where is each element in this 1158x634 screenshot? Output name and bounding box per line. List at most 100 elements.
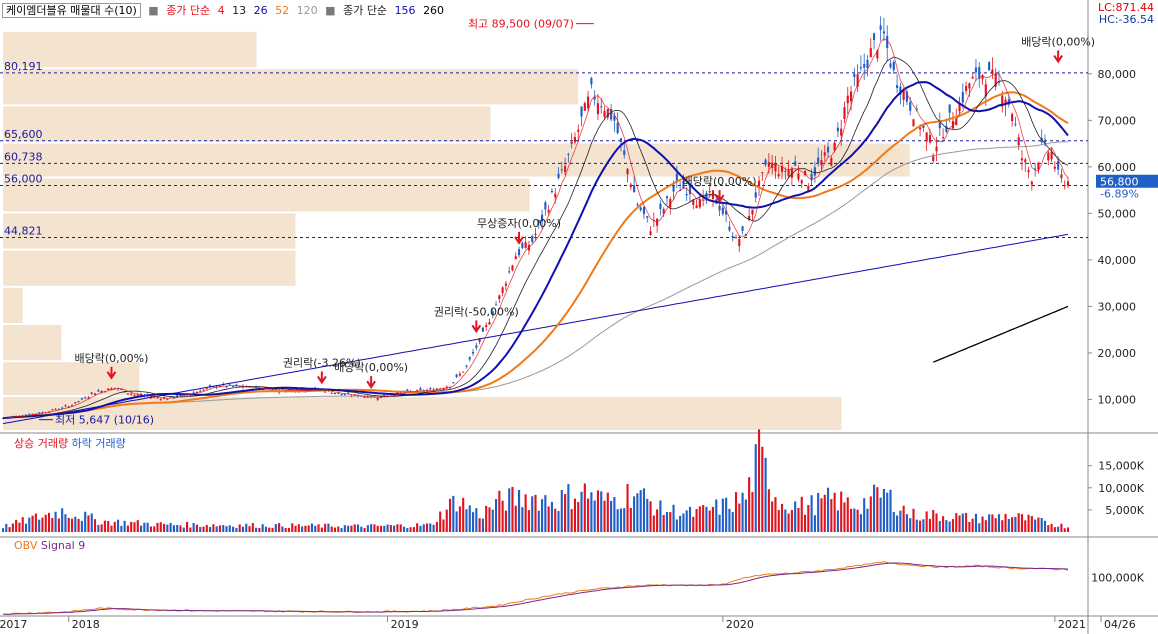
candle-body — [435, 388, 438, 390]
volume-bar — [425, 523, 429, 532]
candle-body — [928, 134, 932, 143]
candle-body — [994, 73, 997, 87]
candle-body — [587, 96, 590, 109]
volume-bar — [593, 500, 596, 532]
candle-body — [738, 239, 741, 247]
candle-body — [761, 172, 764, 174]
volume-bar — [633, 496, 636, 532]
volume-bar — [215, 526, 218, 532]
candle-body — [159, 398, 162, 400]
obv-y-tick-label: 100,000K — [1091, 572, 1144, 585]
y-tick-label: 70,000 — [1098, 114, 1137, 127]
candle-body — [866, 59, 869, 68]
candle-body — [938, 122, 941, 129]
volume-bar — [113, 521, 116, 532]
candle-body — [922, 124, 925, 128]
volume-bar — [527, 510, 530, 532]
volume-bar — [301, 526, 304, 532]
candle-body — [481, 327, 484, 332]
y-tick-label: 20,000 — [1098, 347, 1137, 360]
volume-bar — [353, 524, 356, 532]
volume-bar — [511, 486, 514, 532]
volume-bar — [139, 525, 143, 532]
volume-bar — [813, 515, 816, 532]
volume-y-tick-label: 5,000K — [1105, 504, 1144, 517]
candle-body — [876, 50, 879, 59]
candle-body — [899, 86, 902, 95]
down-volume-label[interactable]: 하락 거래량 — [71, 437, 126, 450]
candle-body — [807, 185, 810, 192]
volume-legend: 상승 거래량 하락 거래량 — [14, 435, 126, 451]
volume-bar — [521, 507, 524, 532]
volume-bar — [537, 510, 540, 532]
volume-bar — [21, 517, 24, 532]
volume-bar — [899, 510, 902, 532]
volume-bar — [623, 508, 626, 532]
volume-bar — [784, 509, 787, 532]
candle-body — [376, 398, 379, 400]
volume-bar — [817, 492, 820, 532]
candle-body — [541, 214, 544, 222]
up-volume-label[interactable]: 상승 거래량 — [14, 437, 69, 450]
volume-bar — [238, 524, 241, 532]
stock-title-box[interactable]: 케이엠더블유 매물대 수(10) — [2, 3, 141, 18]
volume-bar — [849, 508, 853, 532]
volume-bar — [471, 512, 475, 532]
candle-body — [439, 388, 442, 390]
volume-bar — [304, 525, 307, 532]
candle-body — [471, 351, 475, 354]
ma52-line — [2, 91, 1069, 420]
candle-body — [728, 226, 731, 231]
volume-bar — [695, 509, 698, 532]
candle-body — [840, 128, 843, 136]
obv-label[interactable]: OBV — [14, 539, 38, 552]
volume-bar — [840, 491, 843, 532]
volume-profile-bar — [3, 250, 296, 286]
volume-bar — [583, 483, 586, 532]
volume-bar — [892, 511, 895, 532]
candle-body — [347, 392, 350, 394]
ma-short-label[interactable]: 종가 단순 — [166, 4, 211, 17]
candle-body — [610, 108, 613, 120]
volume-bar — [616, 509, 619, 532]
candle-body — [577, 129, 580, 132]
volume-bar — [889, 489, 892, 532]
signal-line — [2, 562, 1069, 615]
candle-body — [478, 338, 481, 343]
candle-body — [113, 387, 116, 389]
volume-bar — [363, 528, 366, 532]
volume-bar — [324, 523, 327, 532]
y-tick-label: 30,000 — [1098, 300, 1137, 313]
candle-body — [517, 249, 521, 256]
candle-body — [564, 165, 567, 173]
ma-long-label[interactable]: 종가 단순 — [343, 4, 388, 17]
volume-bar — [458, 506, 461, 532]
candle-body — [38, 412, 41, 414]
candle-body — [455, 374, 458, 377]
volume-bar — [771, 501, 774, 532]
volume-bar — [669, 512, 672, 532]
candle-body — [70, 405, 74, 407]
candle-body — [51, 409, 54, 411]
volume-bar — [705, 506, 708, 532]
candle-body — [494, 304, 498, 306]
candle-body — [675, 173, 678, 181]
candle-body — [810, 173, 813, 181]
event-label: 배당락(0,00%) — [1021, 36, 1095, 49]
volume-bar — [169, 522, 172, 532]
event-label: 무상증자(0,00%) — [477, 217, 561, 230]
candle-body — [705, 193, 708, 199]
signal-label[interactable]: Signal 9 — [40, 539, 86, 552]
volume-bar — [465, 509, 468, 532]
candle-body — [130, 393, 133, 395]
candle-body — [550, 190, 554, 193]
candle-body — [192, 392, 195, 394]
candle-body — [991, 69, 994, 74]
volume-bar — [1020, 514, 1024, 532]
volume-bar — [626, 484, 629, 532]
volume-bar — [596, 490, 600, 532]
volume-bar — [366, 525, 369, 532]
volume-bar — [278, 523, 281, 532]
volume-y-tick-label: 15,000K — [1098, 460, 1144, 473]
volume-bar — [928, 518, 932, 532]
